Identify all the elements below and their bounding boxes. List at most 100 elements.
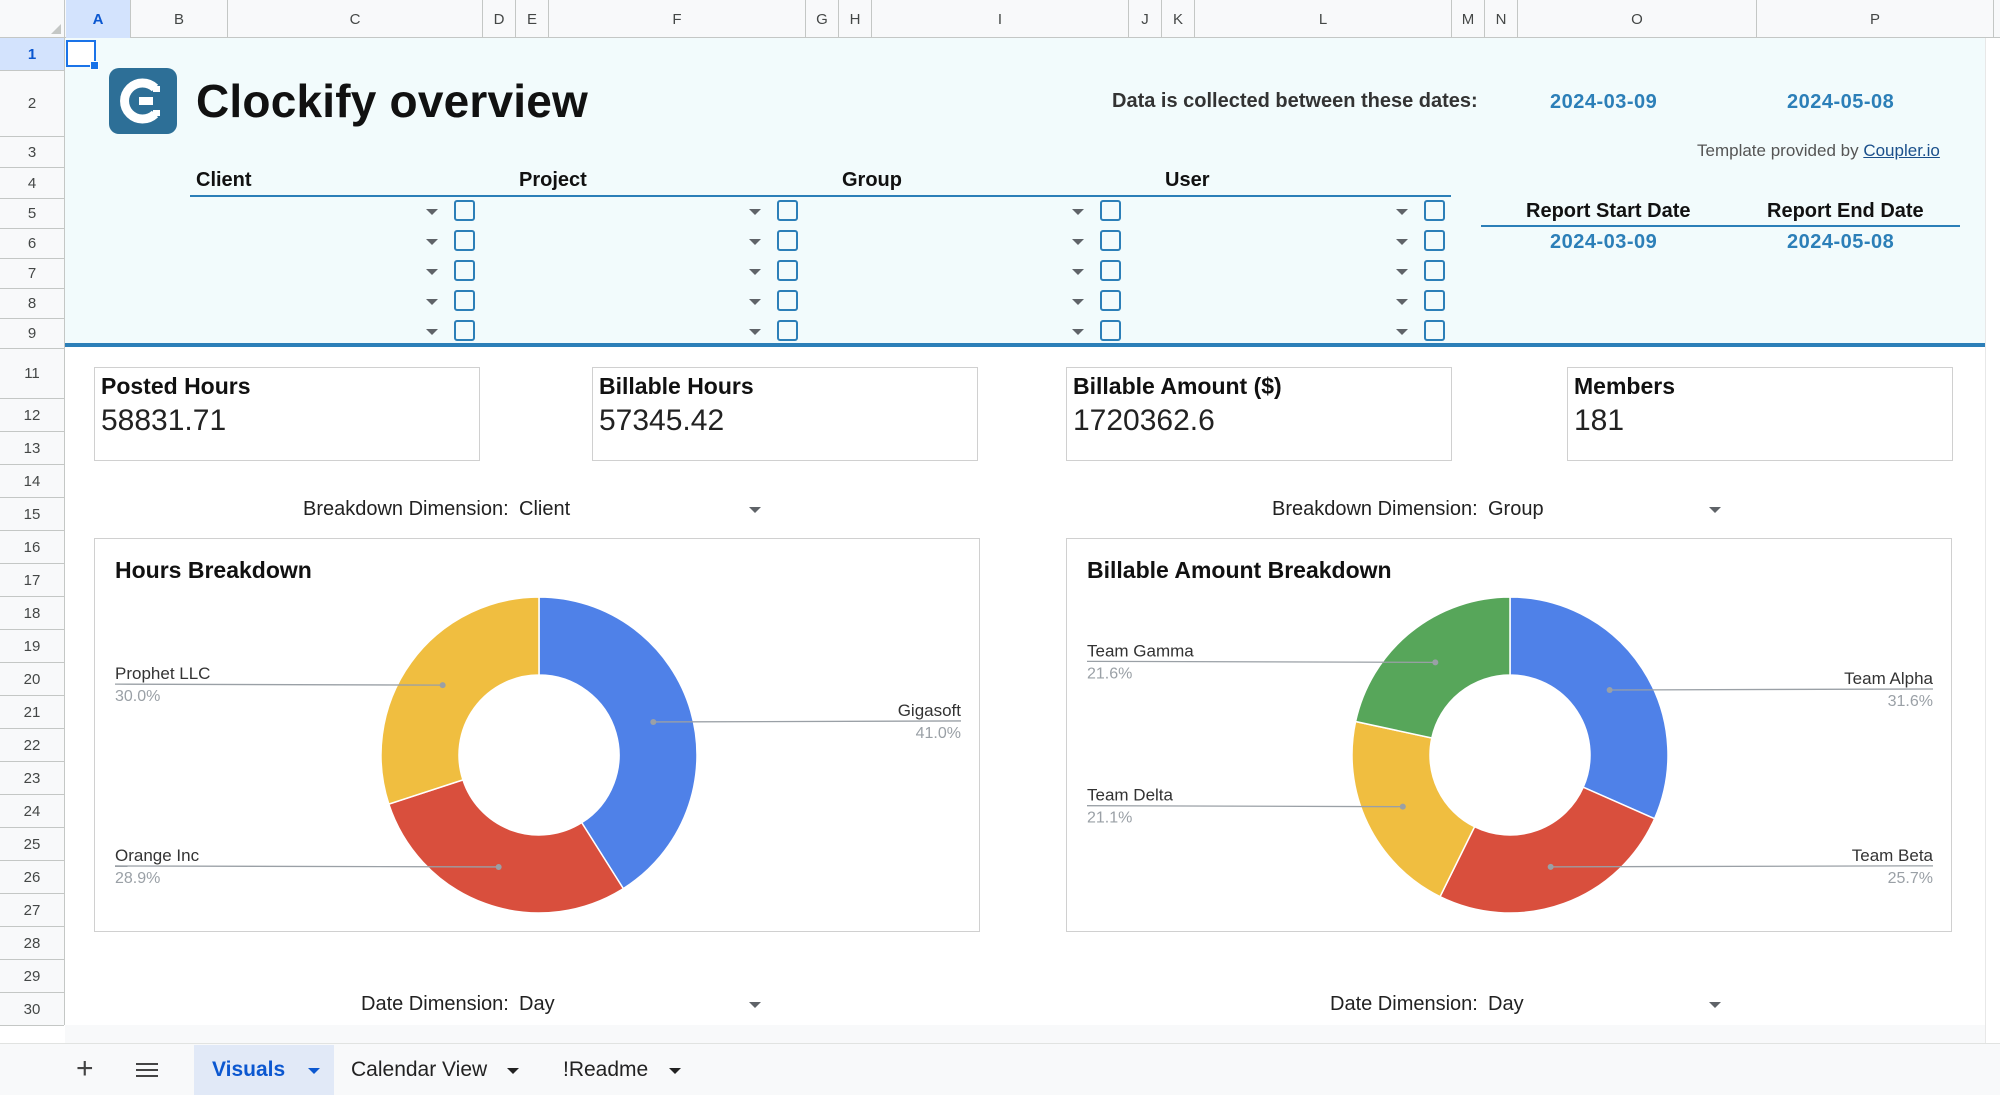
filter-checkbox-user[interactable] — [1424, 320, 1445, 341]
chevron-down-icon[interactable] — [1396, 239, 1408, 245]
filter-checkbox-project[interactable] — [777, 260, 798, 281]
chevron-down-icon[interactable] — [1072, 269, 1084, 275]
row-header-18[interactable]: 18 — [0, 597, 64, 630]
filter-checkbox-project[interactable] — [777, 290, 798, 311]
date-dimension-value[interactable]: Day — [519, 993, 555, 1015]
column-header-m[interactable]: M — [1452, 0, 1485, 38]
row-header-26[interactable]: 26 — [0, 861, 64, 894]
tab-chevron-icon[interactable] — [507, 1068, 519, 1074]
tab-readme[interactable]: !Readme — [545, 1045, 695, 1095]
row-header-7[interactable]: 7 — [0, 259, 64, 289]
row-header-21[interactable]: 21 — [0, 696, 64, 729]
column-header-l[interactable]: L — [1195, 0, 1452, 38]
selected-cell-a1[interactable] — [66, 40, 99, 70]
pie-slice-team-delta[interactable] — [1351, 720, 1476, 898]
chevron-down-icon[interactable] — [426, 269, 438, 275]
filter-checkbox-project[interactable] — [777, 230, 798, 251]
tab-chevron-icon[interactable] — [308, 1068, 320, 1074]
chevron-down-icon[interactable] — [1396, 329, 1408, 335]
coupler-link[interactable]: Coupler.io — [1863, 141, 1940, 160]
column-header-g[interactable]: G — [806, 0, 839, 38]
row-header-23[interactable]: 23 — [0, 762, 64, 795]
row-header-19[interactable]: 19 — [0, 630, 64, 663]
column-header-i[interactable]: I — [872, 0, 1129, 38]
tab-calendar-view[interactable]: Calendar View — [333, 1045, 533, 1095]
report-start-value[interactable]: 2024-03-09 — [1550, 231, 1658, 253]
chevron-down-icon[interactable] — [1396, 299, 1408, 305]
row-header-24[interactable]: 24 — [0, 795, 64, 828]
row-header-15[interactable]: 15 — [0, 498, 64, 531]
pie-slice-gigasoft[interactable] — [538, 596, 698, 890]
filter-checkbox-user[interactable] — [1424, 200, 1445, 221]
row-header-16[interactable]: 16 — [0, 531, 64, 564]
date-start-value[interactable]: 2024-03-09 — [1550, 91, 1658, 113]
row-header-25[interactable]: 25 — [0, 828, 64, 861]
chevron-down-icon[interactable] — [1072, 209, 1084, 215]
pie-slice-team-gamma[interactable] — [1354, 596, 1511, 739]
filter-checkbox-client[interactable] — [454, 260, 475, 281]
filter-checkbox-project[interactable] — [777, 320, 798, 341]
breakdown-dimension-right[interactable]: Breakdown Dimension: Group — [1272, 498, 1544, 521]
filter-checkbox-user[interactable] — [1424, 260, 1445, 281]
column-header-a[interactable]: A — [66, 0, 131, 38]
chevron-down-icon[interactable] — [426, 329, 438, 335]
row-header-11[interactable]: 11 — [0, 349, 64, 399]
tab-chevron-icon[interactable] — [669, 1068, 681, 1074]
chevron-down-icon[interactable] — [426, 299, 438, 305]
chevron-down-icon[interactable] — [1396, 209, 1408, 215]
filter-checkbox-group[interactable] — [1100, 320, 1121, 341]
chevron-down-icon[interactable] — [426, 239, 438, 245]
chevron-down-icon[interactable] — [749, 269, 761, 275]
filter-checkbox-group[interactable] — [1100, 290, 1121, 311]
row-header-17[interactable]: 17 — [0, 564, 64, 597]
select-all-corner[interactable] — [0, 0, 65, 38]
chevron-down-icon[interactable] — [749, 209, 761, 215]
column-header-p[interactable]: P — [1757, 0, 1994, 38]
column-header-h[interactable]: H — [839, 0, 872, 38]
chevron-down-icon[interactable] — [1396, 269, 1408, 275]
row-header-4[interactable]: 4 — [0, 168, 64, 199]
chevron-down-icon[interactable] — [749, 299, 761, 305]
chevron-down-icon[interactable] — [749, 329, 761, 335]
hours-breakdown-chart[interactable]: Hours Breakdown Gigasoft 41.0% Orange Inc 2… — [94, 538, 980, 932]
filter-checkbox-client[interactable] — [454, 320, 475, 341]
report-end-value[interactable]: 2024-05-08 — [1787, 231, 1895, 253]
row-header-2[interactable]: 2 — [0, 71, 64, 137]
add-sheet-icon[interactable]: + — [76, 1052, 94, 1085]
breakdown-dimension-left[interactable]: Breakdown Dimension: Client — [303, 498, 570, 521]
tab-visuals[interactable]: Visuals — [194, 1045, 334, 1095]
all-sheets-menu-icon[interactable] — [136, 1063, 158, 1077]
breakdown-value[interactable]: Client — [519, 498, 571, 520]
date-end-value[interactable]: 2024-05-08 — [1787, 91, 1895, 113]
chevron-down-icon[interactable] — [426, 209, 438, 215]
filter-checkbox-client[interactable] — [454, 200, 475, 221]
chevron-down-icon[interactable] — [749, 1002, 761, 1008]
pie-slice-orange-inc[interactable] — [387, 778, 625, 914]
column-header-j[interactable]: J — [1129, 0, 1162, 38]
row-header-1[interactable]: 1 — [0, 38, 64, 71]
row-header-20[interactable]: 20 — [0, 663, 64, 696]
row-header-12[interactable]: 12 — [0, 399, 64, 432]
column-header-f[interactable]: F — [549, 0, 806, 38]
billable-amount-breakdown-chart[interactable]: Billable Amount Breakdown Team Alpha 31.6… — [1066, 538, 1952, 932]
column-header-o[interactable]: O — [1518, 0, 1757, 38]
row-header-9[interactable]: 9 — [0, 319, 64, 349]
filter-checkbox-group[interactable] — [1100, 230, 1121, 251]
filter-checkbox-user[interactable] — [1424, 290, 1445, 311]
row-header-30[interactable]: 30 — [0, 993, 64, 1026]
column-header-k[interactable]: K — [1162, 0, 1195, 38]
filter-checkbox-client[interactable] — [454, 290, 475, 311]
filter-checkbox-client[interactable] — [454, 230, 475, 251]
column-header-d[interactable]: D — [483, 0, 516, 38]
pie-slice-prophet-llc[interactable] — [380, 596, 540, 806]
row-header-27[interactable]: 27 — [0, 894, 64, 927]
row-header-6[interactable]: 6 — [0, 229, 64, 259]
pie-slice-team-alpha[interactable] — [1509, 596, 1669, 820]
row-header-29[interactable]: 29 — [0, 960, 64, 993]
row-header-28[interactable]: 28 — [0, 927, 64, 960]
row-header-14[interactable]: 14 — [0, 465, 64, 498]
vertical-scrollbar[interactable] — [1985, 38, 2000, 1043]
pie-slice-team-beta[interactable] — [1439, 786, 1656, 914]
chevron-down-icon[interactable] — [749, 507, 761, 513]
column-header-c[interactable]: C — [228, 0, 483, 38]
